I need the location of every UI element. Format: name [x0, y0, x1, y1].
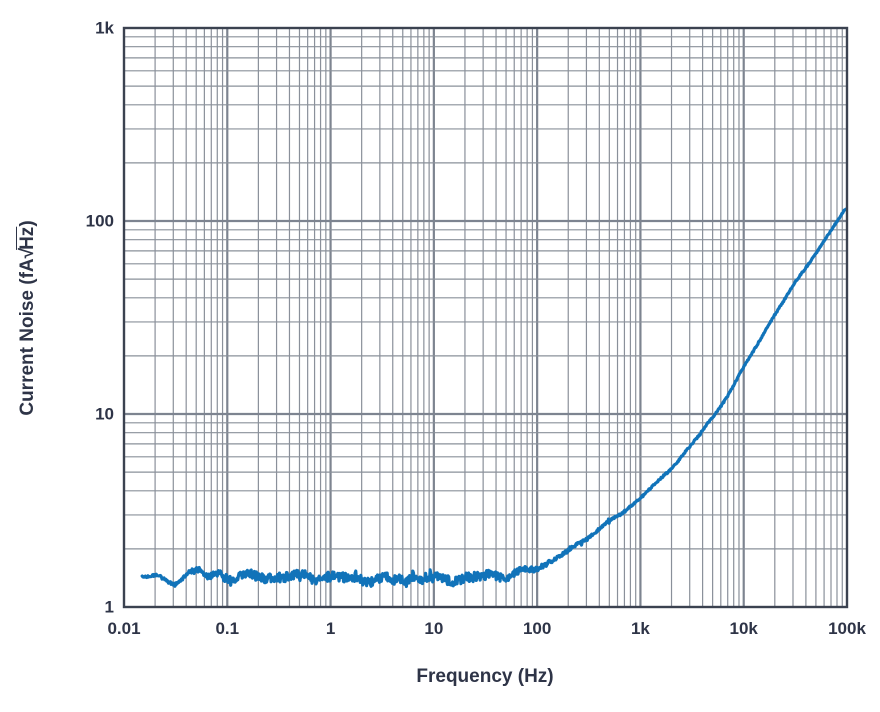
y-tick-label: 10: [95, 404, 114, 424]
x-tick-label: 0.01: [107, 619, 141, 638]
y-axis-label-suffix: ): [17, 220, 38, 227]
y-tick-label: 100: [85, 211, 114, 231]
noise-trace: [140, 206, 847, 589]
y-tick-label: 1k: [95, 18, 114, 38]
x-tick-label: 100: [522, 619, 552, 638]
y-axis-label-prefix: Current Noise (fA: [17, 258, 38, 416]
x-tick-label: 10k: [729, 619, 758, 638]
sqrt-radicand: Hz: [17, 226, 38, 250]
x-tick-label: 1: [325, 619, 336, 638]
x-tick-label: 10: [424, 619, 444, 638]
sqrt-radical: √: [17, 249, 38, 259]
x-tick-label: 0.1: [215, 619, 240, 638]
plot-border: [122, 26, 849, 609]
x-tick-label: 1k: [630, 619, 650, 638]
y-tick-label: 1: [104, 597, 114, 617]
x-axis-label: Frequency (Hz): [416, 666, 554, 687]
x-tick-label: 100k: [828, 619, 866, 638]
y-axis-label: Current Noise (fA√Hz): [17, 220, 39, 415]
